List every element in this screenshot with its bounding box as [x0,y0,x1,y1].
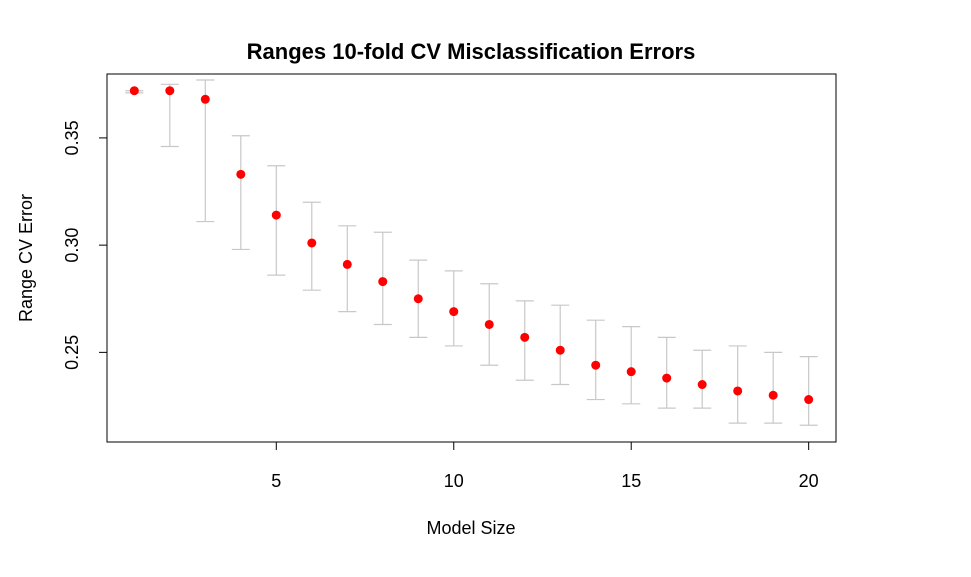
data-point [307,238,317,248]
data-point [378,277,388,287]
error-bars [125,79,818,426]
y-tick-label: 0.25 [62,335,82,370]
y-axis-label: Range CV Error [16,194,36,322]
x-tick-label: 10 [444,471,464,491]
data-point [662,373,672,383]
y-tick-label: 0.35 [62,120,82,155]
data-point [236,169,246,179]
data-point [129,86,139,96]
y-tick-label: 0.30 [62,228,82,263]
data-point [165,86,175,96]
data-point [804,395,814,405]
data-point [413,294,423,304]
data-point [733,386,743,396]
x-tick-label: 15 [621,471,641,491]
data-point [271,210,281,220]
data-point [520,332,530,342]
x-tick-label: 20 [799,471,819,491]
y-axis: 0.25 0.30 0.35 [62,120,108,370]
data-point [768,390,778,400]
data-point [697,380,707,390]
x-tick-label: 5 [271,471,281,491]
data-point [484,319,494,329]
data-point [342,259,352,269]
data-points [129,86,814,405]
x-axis-label: Model Size [426,518,515,538]
data-point [591,360,601,370]
x-axis: 5 10 15 20 [271,441,819,491]
data-point [555,345,565,355]
chart-title: Ranges 10-fold CV Misclassification Erro… [247,39,696,64]
data-point [449,307,459,317]
plot-frame [106,73,837,443]
data-point [626,367,636,377]
data-point [200,94,210,104]
